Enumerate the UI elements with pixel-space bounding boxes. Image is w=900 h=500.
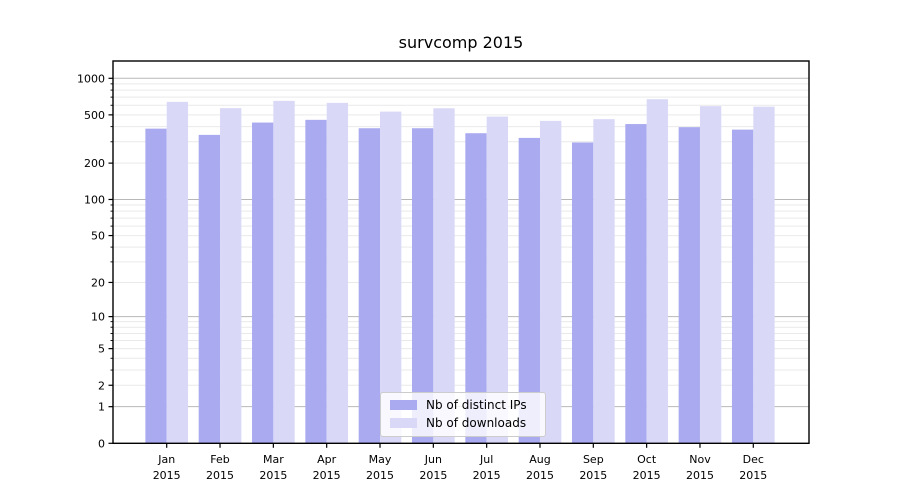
bar-ips-aug xyxy=(518,137,540,444)
bar-downloads-mar xyxy=(273,100,295,444)
bar-ips-nov xyxy=(678,127,700,444)
bar-ips-jan xyxy=(145,128,167,444)
bar-downloads-jun xyxy=(433,108,455,444)
bar-downloads-feb xyxy=(220,108,242,444)
y-tick-label: 50 xyxy=(91,230,105,243)
bar-downloads-sep xyxy=(593,119,615,444)
x-tick-label-year: 2015 xyxy=(419,469,447,482)
bar-downloads-oct xyxy=(646,99,668,444)
bar-ips-apr xyxy=(305,119,327,444)
x-tick-label-month: Jun xyxy=(424,453,442,466)
x-tick-label-month: Feb xyxy=(210,453,229,466)
x-tick-label-year: 2015 xyxy=(206,469,234,482)
y-tick-label: 500 xyxy=(84,109,105,122)
bar-downloads-dec xyxy=(753,106,775,444)
y-tick-label: 10 xyxy=(91,311,105,324)
legend-item-downloads: Nb of downloads xyxy=(390,416,536,430)
bar-ips-mar xyxy=(252,122,274,444)
x-tick-label-month: Dec xyxy=(743,453,764,466)
bar-ips-dec xyxy=(731,129,754,444)
bar-ips-oct xyxy=(625,124,647,444)
x-tick-label-year: 2015 xyxy=(313,469,341,482)
y-tick-label: 100 xyxy=(84,193,105,206)
bar-ips-may xyxy=(358,128,381,444)
y-tick-label: 5 xyxy=(98,343,105,356)
y-tick-label: 20 xyxy=(91,276,105,289)
bar-downloads-aug xyxy=(539,120,562,444)
x-tick-label-year: 2015 xyxy=(153,469,181,482)
x-tick-label-month: Aug xyxy=(529,453,550,466)
axes-frame xyxy=(112,60,810,444)
y-tick-label: 1000 xyxy=(77,72,105,85)
y-tick-label: 1 xyxy=(98,401,105,414)
bar-ips-feb xyxy=(198,134,221,444)
x-tick-label-month: Jul xyxy=(479,453,493,466)
bar-ips-jul xyxy=(465,133,487,444)
chart-title: survcomp 2015 xyxy=(398,33,524,52)
bar-downloads-nov xyxy=(699,106,722,444)
x-tick-label-year: 2015 xyxy=(739,469,767,482)
legend-item-distinct-ips: Nb of distinct IPs xyxy=(390,398,536,412)
bar-downloads-apr xyxy=(326,102,349,444)
x-tick-label-month: Jan xyxy=(157,453,175,466)
x-tick-label-month: Sep xyxy=(583,453,604,466)
y-tick-label: 200 xyxy=(84,157,105,170)
x-tick-label-year: 2015 xyxy=(259,469,287,482)
legend-label-downloads: Nb of downloads xyxy=(426,416,527,430)
x-tick-label-month: Oct xyxy=(637,453,657,466)
bar-ips-sep xyxy=(571,142,594,444)
legend: Nb of distinct IPs Nb of downloads xyxy=(380,392,546,437)
bar-downloads-jul xyxy=(486,116,508,444)
x-tick-label-year: 2015 xyxy=(633,469,661,482)
x-tick-label-month: Nov xyxy=(689,453,711,466)
legend-swatch-downloads-icon xyxy=(390,418,417,428)
y-tick-label: 0 xyxy=(98,437,105,450)
x-tick-label-month: May xyxy=(369,453,392,466)
bar-downloads-jan xyxy=(166,101,189,444)
x-tick-label-year: 2015 xyxy=(526,469,554,482)
legend-label-distinct-ips: Nb of distinct IPs xyxy=(426,398,527,412)
x-tick-label-month: Mar xyxy=(263,453,284,466)
legend-swatch-distinct-ips-icon xyxy=(390,400,417,410)
x-tick-label-year: 2015 xyxy=(366,469,394,482)
x-tick-label-month: Apr xyxy=(317,453,337,466)
x-tick-label-year: 2015 xyxy=(579,469,607,482)
y-tick-label: 2 xyxy=(98,379,105,392)
x-tick-label-year: 2015 xyxy=(473,469,501,482)
bar-ips-jun xyxy=(412,128,434,444)
x-tick-label-year: 2015 xyxy=(686,469,714,482)
bar-downloads-may xyxy=(380,111,402,444)
